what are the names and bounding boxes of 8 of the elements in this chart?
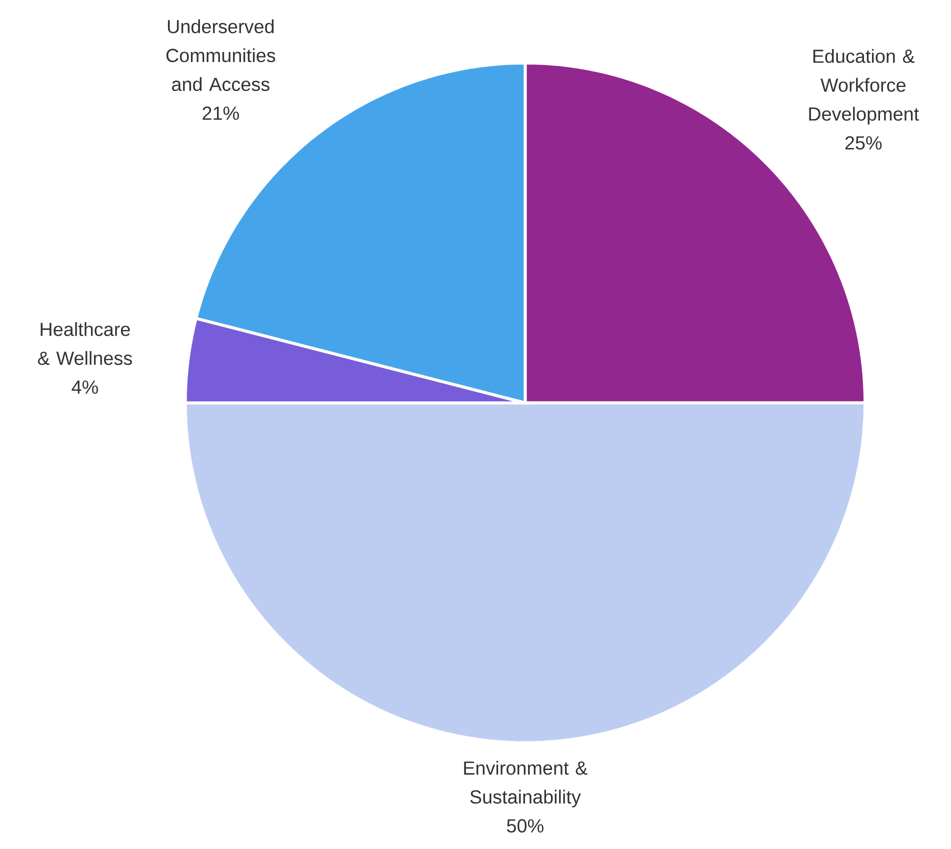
slice-label: Education & Workforce Development [809, 49, 919, 125]
data-label: 50% [506, 819, 544, 833]
data-label: 25% [845, 136, 882, 150]
slice-label: Underserved Communities and Access [166, 20, 276, 92]
data-label: 21% [202, 106, 239, 120]
data-label: 4% [72, 380, 98, 394]
slice-label: Environment & Sustainability [464, 761, 588, 808]
slice-label: Healthcare & Wellness [38, 322, 132, 366]
